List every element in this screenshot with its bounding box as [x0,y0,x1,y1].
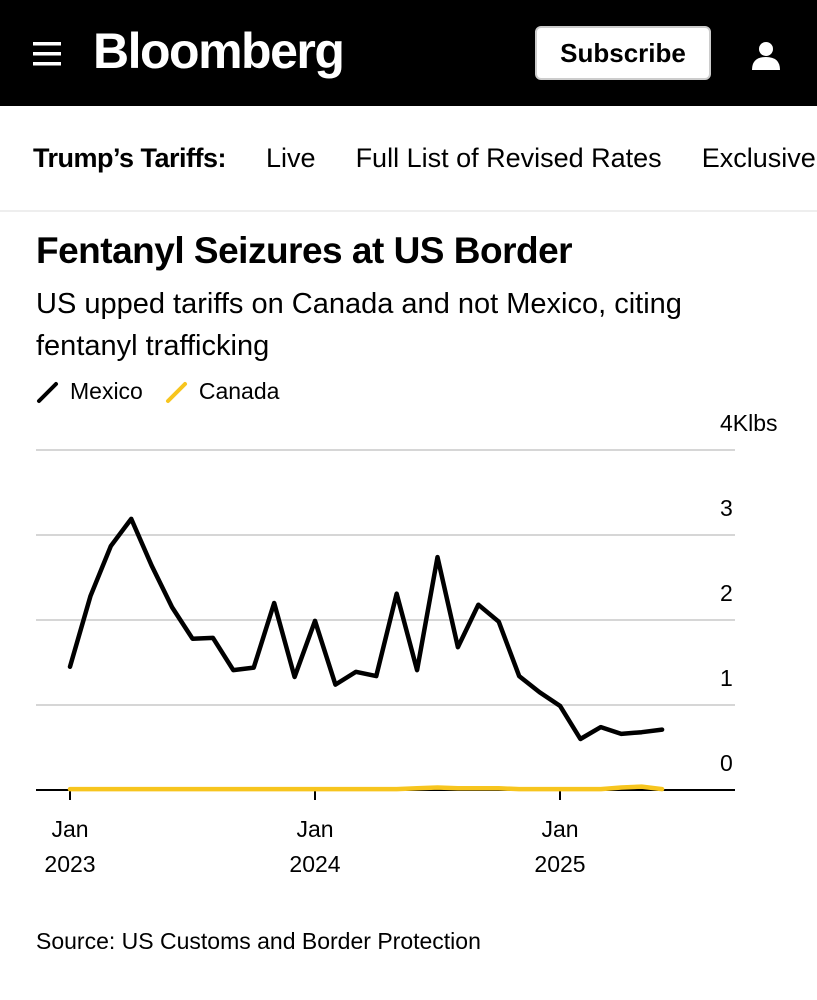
logo[interactable]: Bloomberg [93,23,345,79]
legend-swatch [165,381,187,403]
top-bar: Bloomberg Subscribe [0,0,817,106]
legend-entry: Canada [165,378,280,405]
y-tick-label: 2 [720,580,733,606]
nav-label: Trump’s Tariffs: [33,142,227,173]
legend-line [165,381,187,403]
y-tick-label: 0 [720,750,733,776]
nav-bar: Trump’s Tariffs: Live Full List of Revise… [0,106,817,212]
nav-item[interactable]: Exclusive [701,142,816,173]
legend: Mexico Canada [36,378,301,405]
x-tick-label: Jan [296,816,333,842]
legend-entry: Mexico [36,378,143,405]
chart: 0 1 2 3 4Klbs Jan 2023 Jan 2024 Jan 2025 [36,410,778,877]
x-tick-label: 2023 [44,851,95,877]
x-tick-label: 2024 [289,851,340,877]
user-icon[interactable] [750,40,782,72]
series-line [67,784,665,792]
nav-item[interactable]: Live [266,142,316,173]
subscribe-button[interactable]: Subscribe [535,26,711,80]
legend-label: Canada [198,378,280,404]
menu-icon[interactable] [33,42,63,68]
source: Source: US Customs and Border Protection [36,928,481,954]
legend-swatch [37,381,58,403]
x-tick-label: Jan [51,816,88,842]
x-tick-label: Jan [541,816,578,842]
legend-label: Mexico [70,378,143,404]
y-tick-label: 3 [720,495,733,521]
x-tick-label: 2025 [534,851,585,877]
legend-line [37,381,58,403]
chart-subtitle: US upped tariffs on Canada and not Mexic… [36,288,682,362]
y-tick-label: 4Klbs [720,410,778,436]
y-tick-label: 1 [720,665,733,691]
chart-title: Fentanyl Seizures at US Border [36,230,573,271]
series-line [67,516,665,742]
nav-item[interactable]: Full List of Revised Rates [355,142,662,173]
